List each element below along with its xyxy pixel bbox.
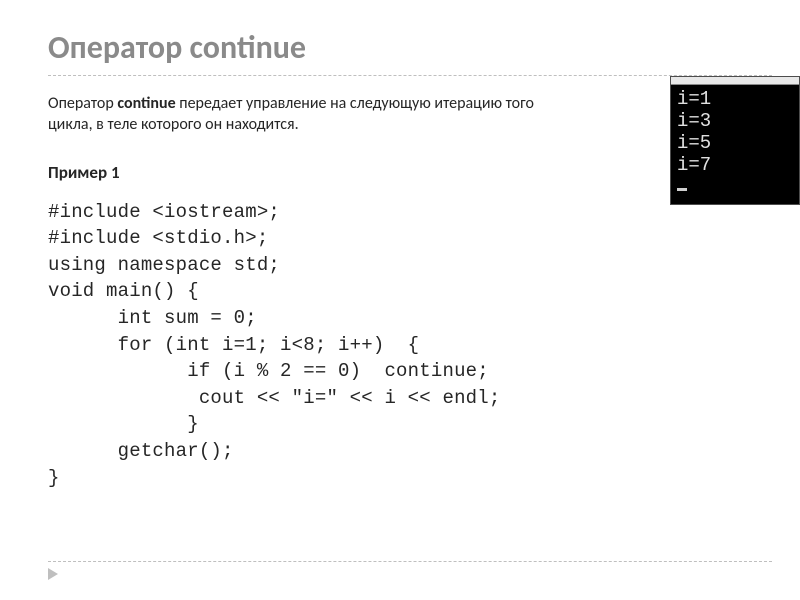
nav-arrow-icon[interactable] [48, 568, 58, 580]
code-block: #include <iostream>; #include <stdio.h>;… [48, 199, 772, 492]
console-text: i=1 i=3 i=5 i=7 [677, 88, 711, 176]
console-cursor [677, 188, 687, 191]
console-output: i=1 i=3 i=5 i=7 [671, 85, 799, 204]
example-label: Пример 1 [48, 162, 772, 183]
description-bold: continue [117, 94, 175, 113]
console-window: i=1 i=3 i=5 i=7 [670, 76, 800, 205]
divider-bottom [48, 561, 772, 562]
page-title: Оператор continue [0, 0, 800, 75]
slide: Оператор continue Оператор continue пере… [0, 0, 800, 600]
description-text: Оператор continue передает управление на… [48, 94, 568, 136]
description-prefix: Оператор [48, 94, 117, 113]
console-titlebar [671, 77, 799, 85]
content-area: Оператор continue передает управление на… [0, 76, 800, 491]
